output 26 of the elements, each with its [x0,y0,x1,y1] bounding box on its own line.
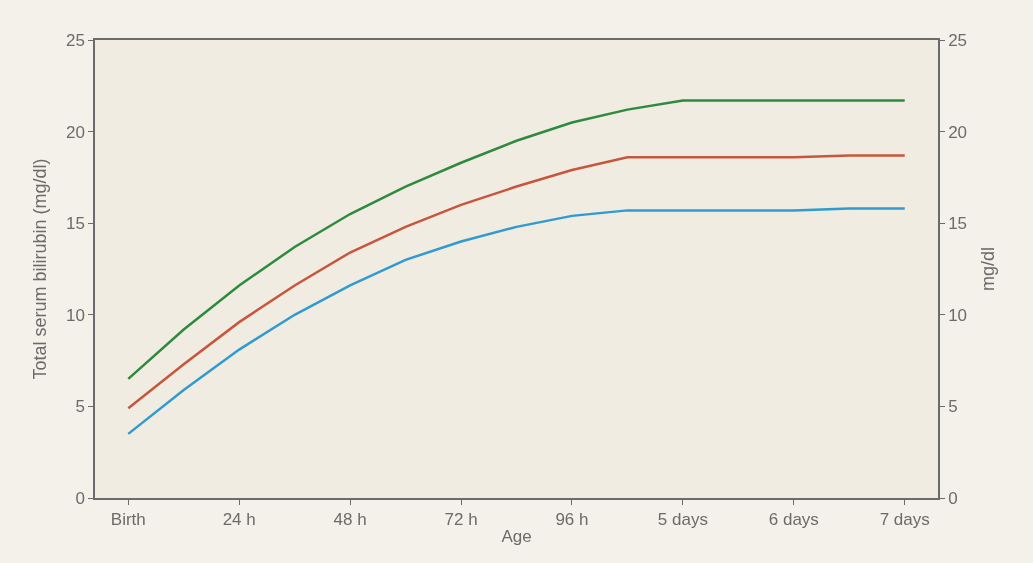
y2-tick-label: 10 [948,305,968,325]
line-series [127,154,906,410]
x-tick-label: 96 h [555,510,589,530]
x-tick-label: Birth [110,510,146,530]
y2-tick-label: 0 [948,488,958,508]
y-tick-label: 15 [65,214,85,234]
y-tick-label: 5 [75,397,85,417]
x-tick-label: 6 days [768,510,819,530]
y-tick-label: 0 [75,488,85,508]
x-tick-label: 72 h [444,510,478,530]
x-tick-label: 5 days [657,510,708,530]
y2-tick-label: 5 [948,397,958,417]
y2-tick-label: 15 [948,214,968,234]
y-tick-label: 25 [65,30,85,50]
y2-tick-label: 25 [948,30,968,50]
y-axis-title: Total serum bilirubin (mg/dl) [29,158,50,380]
x-axis-title: Age [501,527,532,547]
y2-tick-label: 20 [948,122,968,142]
y-tick-label: 20 [65,122,85,142]
line-series [127,99,906,381]
y-tick-label: 10 [65,305,85,325]
x-tick-label: 7 days [879,510,930,530]
x-tick-label: 24 h [222,510,256,530]
line-series [127,207,906,436]
y2-axis-title: mg/dl [977,246,998,292]
x-tick-label: 48 h [333,510,367,530]
